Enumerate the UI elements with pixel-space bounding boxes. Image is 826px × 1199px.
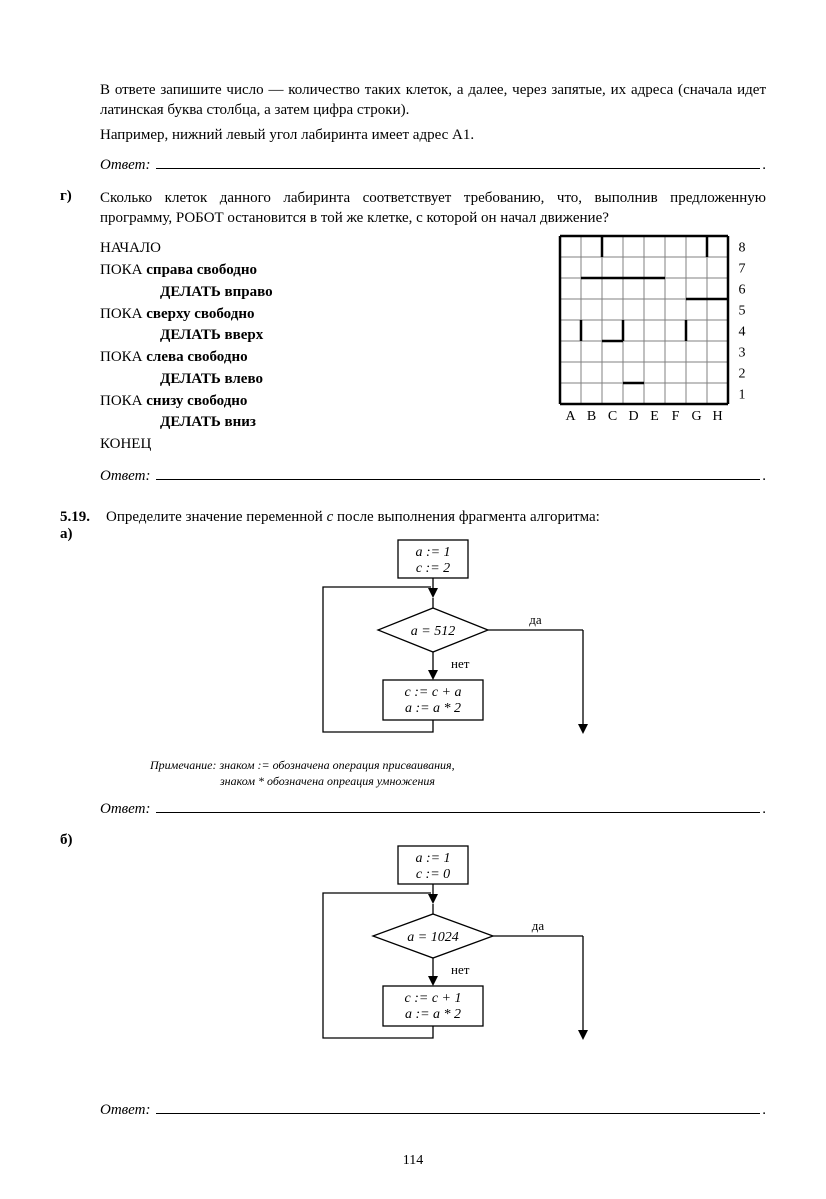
svg-text:C: C	[608, 409, 617, 422]
task-g-marker: г)	[60, 188, 100, 205]
svg-text:a := 1: a := 1	[415, 851, 450, 866]
svg-text:H: H	[712, 409, 722, 422]
svg-text:нет: нет	[451, 656, 470, 671]
svg-text:B: B	[587, 409, 596, 422]
pseudocode: НАЧАЛО ПОКА справа свободно ДЕЛАТЬ вправ…	[100, 238, 526, 456]
svg-text:1: 1	[739, 388, 746, 403]
svg-text:c := 2: c := 2	[416, 561, 450, 576]
answer-label: Ответ:	[100, 157, 150, 174]
q519-number: 5.19.	[60, 509, 90, 525]
svg-text:c := c + 1: c := c + 1	[405, 991, 462, 1006]
svg-text:3: 3	[739, 346, 746, 361]
task-g-text: Сколько клеток данного лабиринта соответ…	[100, 188, 766, 229]
svg-text:6: 6	[739, 283, 746, 298]
page-number: 114	[60, 1153, 766, 1169]
svg-text:a := a * 2: a := a * 2	[405, 701, 461, 716]
intro-p2: Например, нижний левый угол лабиринта им…	[100, 125, 766, 145]
svg-text:a := 1: a := 1	[415, 545, 450, 560]
note-line1: Примечание: знаком := обозначена операци…	[150, 758, 766, 772]
answer-line-4: Ответ: .	[100, 1098, 766, 1119]
svg-text:2: 2	[739, 367, 746, 382]
q519-text1: Определите значение переменной	[106, 509, 327, 525]
svg-text:E: E	[650, 409, 659, 422]
svg-text:c := 0: c := 0	[416, 867, 450, 882]
answer-line-2: Ответ: .	[100, 464, 766, 485]
a-marker: а)	[60, 526, 100, 543]
svg-text:7: 7	[739, 262, 746, 277]
svg-text:A: A	[565, 409, 576, 422]
svg-text:8: 8	[739, 241, 746, 256]
intro-p1: В ответе запишите число — количество так…	[100, 80, 766, 121]
answer-line-3: Ответ: .	[100, 797, 766, 818]
flowchart-a: a := 1c := 2 a = 512 да нет c := c + aa := a…	[243, 534, 623, 754]
svg-text:a := a * 2: a := a * 2	[405, 1007, 461, 1022]
q519-text2: после выполнения фрагмента алгоритма:	[333, 509, 600, 525]
answer-line-1: Ответ: .	[100, 153, 766, 174]
svg-text:D: D	[628, 409, 638, 422]
flowchart-b: a := 1c := 0 a = 1024 да нет c := c + 1a := …	[243, 840, 623, 1080]
svg-text:a = 512: a = 512	[411, 624, 455, 639]
svg-text:да: да	[529, 612, 542, 627]
svg-text:c := c + a: c := c + a	[405, 685, 462, 700]
svg-text:G: G	[691, 409, 701, 422]
svg-text:5: 5	[739, 304, 746, 319]
labyrinth-grid: 8 7 6 5 4 3 2 1 ABCDEFGH	[556, 232, 766, 427]
b-marker: б)	[60, 832, 100, 849]
svg-text:нет: нет	[451, 962, 470, 977]
svg-text:F: F	[672, 409, 680, 422]
svg-text:a = 1024: a = 1024	[407, 930, 458, 945]
svg-text:да: да	[532, 918, 545, 933]
svg-text:4: 4	[739, 325, 746, 340]
note-line2: знаком * обозначена опреация умножения	[220, 774, 766, 788]
